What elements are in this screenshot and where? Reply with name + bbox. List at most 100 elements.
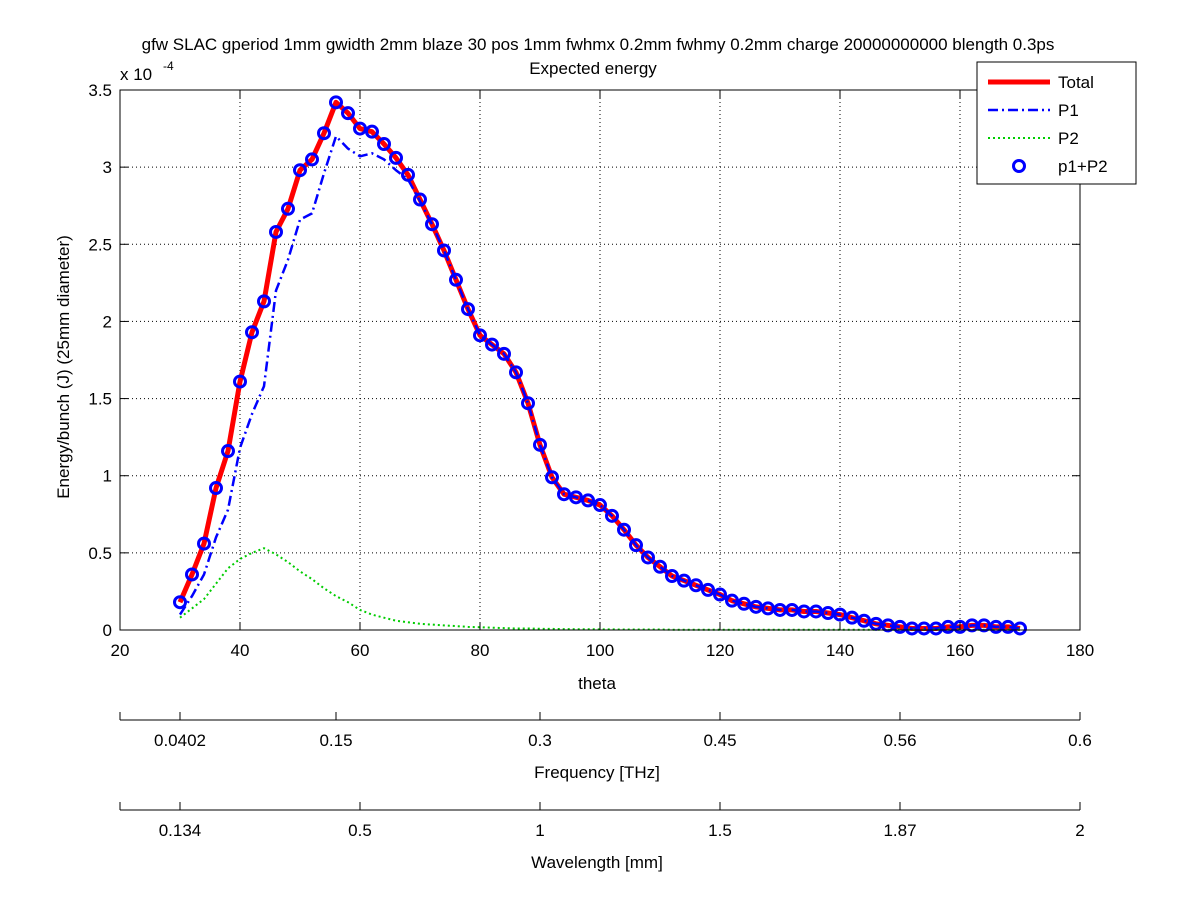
data-point-marker xyxy=(593,498,607,513)
data-point-marker xyxy=(629,538,643,553)
secondary-axis-2: 0.134 0.5 1 1.5 1.87 2 Wavelength [mm] xyxy=(119,802,1085,872)
secondary-tick-label: 0.45 xyxy=(703,731,736,750)
secondary-tick-label: 1.87 xyxy=(883,821,916,840)
legend-entry: p1+P2 xyxy=(1012,157,1108,176)
secondary-tick-label: 0.5 xyxy=(348,821,372,840)
data-point-marker xyxy=(401,167,415,182)
data-point-marker xyxy=(461,302,475,317)
plot-area: 20 40 60 80 100 120 140 160 180 0 0.5 1 1.5 2 2.5 3 3.5 xyxy=(88,81,1094,660)
data-point-marker xyxy=(377,137,391,151)
legend-swatch-marker xyxy=(1012,159,1026,173)
data-point-marker xyxy=(713,587,727,602)
secondary-tick-label: 0.0402 xyxy=(154,731,206,750)
secondary-tick-label: 0.56 xyxy=(883,731,916,750)
data-point-marker xyxy=(653,559,667,574)
x-tick-label: 180 xyxy=(1066,641,1094,660)
series-p1-p2-markers xyxy=(173,95,1027,636)
data-point-marker xyxy=(389,150,403,165)
data-point-marker xyxy=(269,224,283,239)
secondary-axis-1: 0.0402 0.15 0.3 0.45 0.56 0.6 Frequency [THz] xyxy=(119,712,1092,782)
data-point-marker xyxy=(305,152,319,167)
data-point-marker xyxy=(521,396,535,411)
grid-layer xyxy=(120,90,1080,630)
plot-background xyxy=(120,90,1080,630)
data-point-marker xyxy=(833,607,847,622)
x-tick-label: 80 xyxy=(471,641,490,660)
y-multiplier-exponent: -4 xyxy=(163,59,174,73)
data-point-marker xyxy=(173,595,187,610)
data-point-marker xyxy=(617,522,631,537)
data-point-marker xyxy=(353,121,367,136)
x-tick-label: 120 xyxy=(706,641,734,660)
data-point-marker xyxy=(533,437,547,452)
x-tick-label: 100 xyxy=(586,641,614,660)
chart-title: gfw SLAC gperiod 1mm gwidth 2mm blaze 30… xyxy=(142,35,1055,54)
data-point-marker xyxy=(665,569,679,583)
x-tick-label: 40 xyxy=(231,641,250,660)
data-point-marker xyxy=(365,124,379,139)
x-axis-label: theta xyxy=(578,674,616,693)
y-tick-label: 3 xyxy=(103,158,112,177)
data-point-marker xyxy=(485,337,499,352)
data-point-marker xyxy=(425,217,439,232)
data-point-marker xyxy=(293,163,307,178)
chart-subtitle: Expected energy xyxy=(529,59,657,78)
data-point-marker xyxy=(605,508,619,523)
data-point-marker xyxy=(257,294,271,309)
data-point-marker xyxy=(281,201,295,216)
data-point-marker xyxy=(677,573,691,588)
secondary-tick-label: 0.134 xyxy=(159,821,202,840)
x-tick-label: 160 xyxy=(946,641,974,660)
data-point-marker xyxy=(725,593,739,608)
tick-layer: 20 40 60 80 100 120 140 160 180 0 0.5 1 1.5 2 2.5 3 3.5 xyxy=(88,81,1094,660)
y-tick-label: 0 xyxy=(103,621,112,640)
data-point-marker xyxy=(473,328,487,343)
data-point-marker xyxy=(233,374,247,389)
secondary-tick-label: 1 xyxy=(535,821,544,840)
data-point-marker xyxy=(317,126,331,141)
data-point-marker xyxy=(449,272,463,287)
data-point-marker xyxy=(689,578,703,593)
data-point-marker xyxy=(857,613,871,628)
data-point-marker xyxy=(557,487,571,502)
secondary-tick-label: 0.6 xyxy=(1068,731,1092,750)
y-multiplier-base: x 10 xyxy=(120,65,152,84)
y-tick-label: 1 xyxy=(103,467,112,486)
legend-label: P1 xyxy=(1058,101,1079,120)
y-tick-label: 1.5 xyxy=(88,390,112,409)
series-layer xyxy=(173,95,1027,636)
data-point-marker xyxy=(437,243,451,258)
y-tick-label: 2.5 xyxy=(88,235,112,254)
data-point-marker xyxy=(569,490,583,505)
data-point-marker xyxy=(509,365,523,380)
x-tick-label: 140 xyxy=(826,641,854,660)
legend-entry: P2 xyxy=(988,129,1079,148)
data-point-marker xyxy=(845,610,859,625)
data-point-marker xyxy=(329,95,343,110)
secondary-tick-label: 0.3 xyxy=(528,731,552,750)
legend: Total P1 P2 p1+P2 xyxy=(976,61,1137,185)
legend-label: P2 xyxy=(1058,129,1079,148)
y-tick-label: 0.5 xyxy=(88,544,112,563)
data-point-marker xyxy=(545,470,559,485)
data-point-marker xyxy=(341,106,355,121)
data-point-marker xyxy=(209,481,223,496)
data-point-marker xyxy=(185,567,199,582)
y-axis-label: Energy/bunch (J) (25mm diameter) xyxy=(54,235,73,499)
y-tick-label: 2 xyxy=(103,312,112,331)
legend-label: p1+P2 xyxy=(1058,157,1108,176)
data-point-marker xyxy=(701,582,715,597)
legend-label: Total xyxy=(1058,73,1094,92)
data-point-marker xyxy=(641,550,655,565)
x-tick-label: 60 xyxy=(351,641,370,660)
data-point-marker xyxy=(245,325,259,340)
secondary-tick-label: 1.5 xyxy=(708,821,732,840)
y-tick-label: 3.5 xyxy=(88,81,112,100)
secondary-tick-label: 2 xyxy=(1075,821,1084,840)
x-tick-label: 20 xyxy=(111,641,130,660)
data-point-marker xyxy=(1013,621,1027,636)
data-point-marker xyxy=(413,192,427,207)
secondary-axis-label: Wavelength [mm] xyxy=(531,853,663,872)
